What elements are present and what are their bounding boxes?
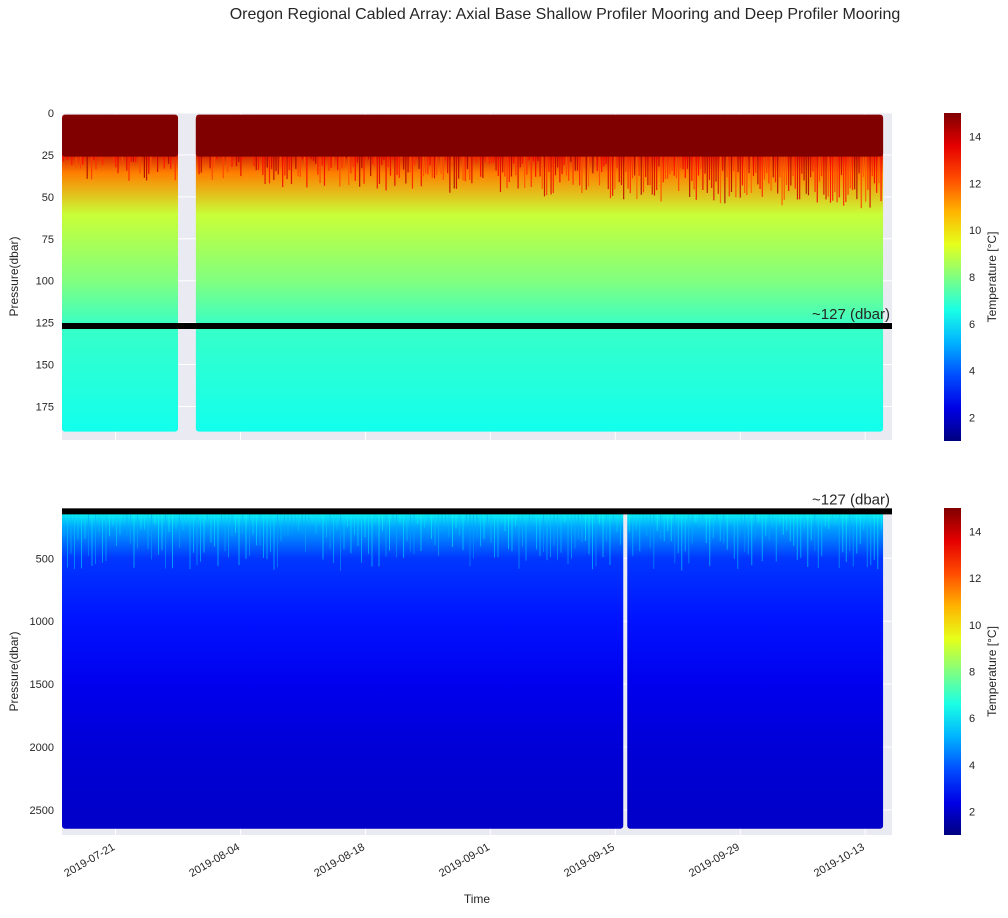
colorbar-tick-label: 14: [969, 131, 981, 143]
y-tick-label: 25: [42, 150, 54, 162]
colorbar-tick-label: 8: [969, 272, 975, 284]
temperature-field-segment: [627, 511, 884, 829]
y-tick-label: 500: [36, 553, 54, 565]
x-axis-label: Time: [464, 892, 491, 906]
x-tick-label: 2019-09-15: [562, 841, 617, 880]
colorbar-gradient: [944, 508, 961, 835]
colorbar-tick-label: 8: [969, 667, 975, 679]
y-tick-label: 175: [36, 401, 54, 413]
y-tick-label: 75: [42, 234, 54, 246]
colorbar-tick-label: 10: [969, 620, 981, 632]
colorbar-gradient: [944, 113, 961, 441]
colorbar-tick-label: 12: [969, 178, 981, 190]
colorbar-tick-label: 2: [969, 807, 975, 819]
temperature-field-segment: [62, 511, 624, 829]
y-tick-label: 0: [48, 108, 54, 120]
colorbar-tick-label: 2: [969, 413, 975, 425]
y-tick-label: 1000: [30, 616, 54, 628]
colorbar-tick-label: 4: [969, 760, 975, 772]
shallow-profiler-panel: ~127 (dbar) 0 25 50 75 100 125 150 175 Pressure(d…: [7, 108, 999, 441]
colorbar-tick-label: 4: [969, 366, 975, 378]
x-tick-label: 2019-10-13: [812, 841, 867, 880]
upper-streaks: [63, 514, 882, 571]
temperature-field-segment: [195, 114, 884, 432]
y-tick-label: 150: [36, 360, 54, 372]
colorbar-tick-label: 12: [969, 573, 981, 585]
y-tick-label: 125: [36, 318, 54, 330]
x-tick-label: 2019-07-21: [62, 841, 117, 880]
y-axis-label: Pressure(dbar): [7, 236, 21, 316]
y-tick-label: 2500: [30, 805, 54, 817]
colorbar-tick-label: 10: [969, 225, 981, 237]
x-tick-label: 2019-08-04: [187, 841, 242, 880]
colorbar-tick-label: 6: [969, 319, 975, 331]
x-tick-label: 2019-08-18: [312, 841, 367, 880]
figure-title: Oregon Regional Cabled Array: Axial Base…: [229, 6, 901, 23]
colorbar: 2 4 6 8 10 12 14 Temperature [°C]: [944, 113, 999, 441]
reference-line-label: ~127 (dbar): [812, 306, 890, 323]
surface-warm-layer: [195, 116, 884, 157]
x-tick-label: 2019-09-01: [437, 841, 492, 880]
surface-warm-layer: [62, 116, 179, 157]
y-tick-label: 50: [42, 192, 54, 204]
reference-line-label: ~127 (dbar): [812, 491, 890, 508]
deep-profiler-panel: ~127 (dbar) 500 1000 1500 2000 2500 Pressure(d…: [7, 491, 999, 906]
y-tick-label: 100: [36, 276, 54, 288]
y-tick-label: 1500: [30, 679, 54, 691]
colorbar: 2 4 6 8 10 12 14 Temperature [°C]: [944, 508, 999, 835]
y-tick-label: 2000: [30, 742, 54, 754]
colorbar-tick-label: 14: [969, 526, 981, 538]
y-axis-label: Pressure(dbar): [7, 631, 21, 711]
colorbar-tick-label: 6: [969, 713, 975, 725]
temperature-field-segment: [62, 114, 179, 432]
colorbar-label: Temperature [°C]: [985, 626, 999, 717]
x-tick-label: 2019-09-29: [687, 841, 742, 880]
colorbar-label: Temperature [°C]: [985, 232, 999, 323]
